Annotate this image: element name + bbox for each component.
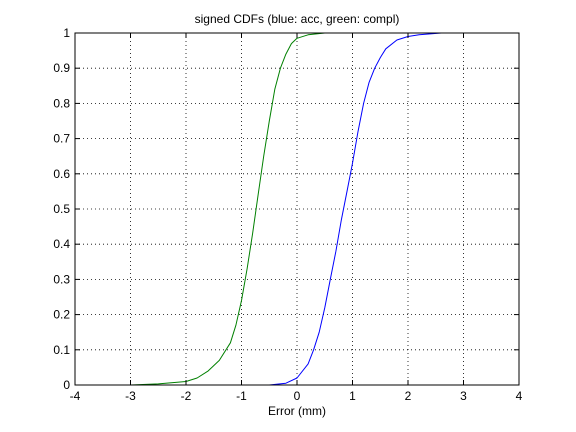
y-tick-label: 0.7 [53,132,70,146]
x-tick-label: -3 [125,389,136,403]
x-tick-label: 1 [349,389,356,403]
chart-title: signed CDFs (blue: acc, green: compl) [195,12,400,26]
x-tick-label: -2 [181,389,192,403]
grid-lines [74,32,520,386]
y-tick-label: 0.2 [53,308,70,322]
y-tick-label: 0.1 [53,343,70,357]
y-tick-label: 0.5 [53,202,70,216]
y-tick-label: 0.9 [53,61,70,75]
y-tick-label: 1 [63,26,70,40]
series-line-blue [230,32,519,386]
y-tick-label: 0.8 [53,96,70,110]
x-tick-label: 3 [460,389,467,403]
y-tick-label: 0.3 [53,272,70,286]
x-tick-label: 0 [294,389,301,403]
x-tick-label: 4 [516,389,523,403]
x-axis-label: Error (mm) [268,404,326,418]
series-line-green [75,32,342,386]
axis-ticks: -4 -3 -2 -1 0 1 2 3 4 0 0.1 0.2 0.3 0.4 0.5 0.6 0.7 0.8 0.… [53,26,522,403]
x-tick-label: 2 [405,389,412,403]
y-tick-label: 0.4 [53,237,70,251]
y-tick-label: 0 [63,378,70,392]
x-tick-label: -1 [236,389,247,403]
series-lines [75,32,519,386]
x-tick-label: -4 [70,389,81,403]
y-tick-label: 0.6 [53,167,70,181]
